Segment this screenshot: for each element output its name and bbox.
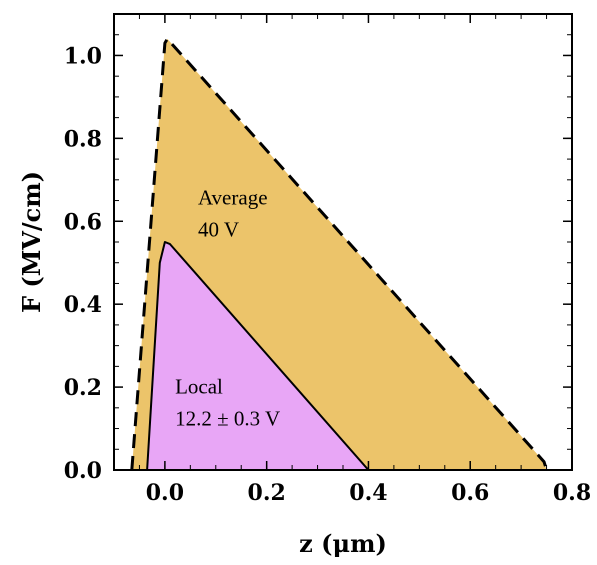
- y-tick-label: 1.0: [64, 43, 102, 69]
- annotation-local-line: 12.2 ± 0.3 V: [175, 406, 280, 430]
- x-tick-label: 0.8: [553, 480, 591, 506]
- annotation-average-line: Average: [198, 186, 268, 210]
- outline-average: [130, 37, 549, 471]
- x-tick-label: 0.0: [146, 480, 184, 506]
- y-tick-label: 0.8: [64, 126, 102, 152]
- x-tick-label: 0.2: [248, 480, 286, 506]
- x-tick-label: 0.6: [451, 480, 489, 506]
- annotation-local: Local 12.2 ± 0.3 V: [175, 374, 280, 430]
- annotation-average-line: 40 V: [198, 218, 239, 242]
- x-tick-label: 0.4: [349, 480, 387, 506]
- y-tick-label: 0.2: [64, 375, 102, 401]
- annotation-local-line: Local: [175, 374, 223, 398]
- chart-areas: [130, 37, 549, 471]
- outline-local: [146, 241, 370, 471]
- area-local: [147, 242, 369, 470]
- y-tick-label: 0.6: [64, 209, 102, 235]
- tick-labels: 0.0 0.2 0.4 0.6 0.8 0.0 0.2 0.4 0.6 0.8 1.0: [64, 43, 591, 506]
- y-tick-label: 0.0: [64, 458, 102, 484]
- y-axis-title: F (MV/cm): [17, 171, 46, 313]
- y-tick-label: 0.4: [64, 292, 102, 318]
- x-axis-title: z (μm): [299, 529, 387, 558]
- axis-ticks: [113, 13, 573, 471]
- chart-annotations: Average 40 V Local 12.2 ± 0.3 V: [175, 186, 280, 431]
- annotation-average: Average 40 V: [198, 186, 268, 242]
